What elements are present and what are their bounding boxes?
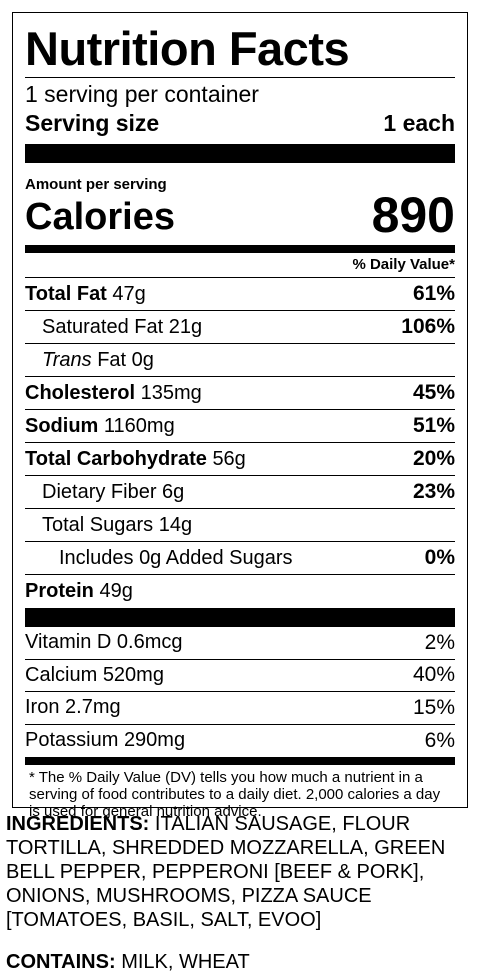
vitamin-amount: 2.7mg	[65, 696, 121, 719]
nutrient-amount: 47g	[112, 282, 146, 305]
nutrient-amount: 56g	[212, 447, 246, 470]
serving-size-row: Serving size 1 each	[25, 108, 455, 138]
vitamin-amount: 290mg	[123, 729, 186, 752]
medium-divider	[25, 245, 455, 253]
nutrient-name: Dietary Fiber	[42, 480, 157, 503]
vitamin-row-iron: Iron 2.7mg 15%	[25, 692, 455, 725]
servings-per-container: 1 serving per container	[25, 81, 259, 107]
nutrient-amount: 0g	[139, 546, 162, 569]
nutrient-dv: 23%	[412, 480, 455, 503]
vitamin-name: Calcium	[25, 663, 98, 686]
nutrition-facts-panel: Nutrition Facts 1 serving per container …	[12, 12, 468, 820]
nutrient-name: Total Carbohydrate	[25, 447, 207, 470]
nutrient-row-dietary-fiber: Dietary Fiber 6g 23%	[25, 476, 455, 509]
nutrient-name: Saturated Fat	[42, 315, 164, 338]
nutrient-amount: 0g	[131, 348, 154, 371]
nutrient-row-saturated-fat: Saturated Fat 21g 106%	[25, 311, 455, 344]
vitamin-name: Vitamin D	[25, 631, 112, 654]
nutrient-row-sodium: Sodium 1160mg 51%	[25, 410, 455, 443]
nutrient-row-trans-fat: Trans Fat 0g	[25, 344, 455, 377]
contains-text: MILK, WHEAT	[121, 951, 250, 973]
nutrient-dv: 0%	[424, 546, 455, 569]
nutrient-name-suffix: Added Sugars	[165, 546, 293, 569]
nutrient-name: Cholesterol	[25, 381, 136, 404]
vitamin-row-potassium: Potassium 290mg 6%	[25, 725, 455, 758]
vitamin-row-vitamin-d: Vitamin D 0.6mcg 2%	[25, 627, 455, 660]
vitamin-amount: 0.6mcg	[116, 631, 183, 654]
nutrient-row-total-sugars: Total Sugars 14g	[25, 509, 455, 542]
nutrient-dv: 61%	[412, 282, 455, 305]
nutrient-amount: 21g	[168, 315, 203, 338]
nutrient-amount: 6g	[162, 480, 185, 503]
serving-size-value: 1 each	[383, 110, 455, 136]
nutrient-name: Total Fat	[25, 282, 107, 305]
thick-divider	[25, 608, 455, 627]
nutrient-amount: 1160mg	[103, 414, 175, 437]
daily-value-header: % Daily Value*	[25, 253, 455, 278]
nutrient-amount: 135mg	[140, 381, 202, 404]
nutrient-row-protein: Protein 49g	[25, 575, 455, 608]
vitamin-dv: 2%	[424, 630, 455, 654]
vitamin-dv: 40%	[412, 663, 455, 687]
ingredients-text: ITALIAN SAUSAGE, FLOUR TORTILLA, SHREDDE…	[6, 813, 446, 931]
calories-row: Calories 890	[25, 187, 455, 243]
vitamin-row-calcium: Calcium 520mg 40%	[25, 660, 455, 692]
nutrient-row-added-sugars: Includes 0g Added Sugars 0%	[25, 542, 455, 575]
vitamin-dv: 6%	[424, 728, 455, 752]
nutrient-row-total-carbohydrate: Total Carbohydrate 56g 20%	[25, 443, 455, 476]
nutrient-dv: 51%	[412, 414, 455, 437]
nutrient-name: Protein	[25, 580, 94, 602]
nutrient-name: Trans	[42, 348, 92, 371]
thick-divider	[25, 144, 455, 163]
vitamin-dv: 15%	[412, 695, 455, 719]
nutrient-dv: 20%	[412, 447, 455, 470]
calories-label: Calories	[25, 196, 175, 238]
nutrient-name: Includes	[59, 546, 134, 569]
nutrient-dv: 106%	[401, 315, 455, 338]
divider	[25, 77, 455, 78]
panel-title: Nutrition Facts	[25, 22, 350, 75]
nutrient-name-suffix: Fat	[97, 348, 127, 371]
ingredients-label: INGREDIENTS:	[6, 813, 150, 835]
nutrient-row-cholesterol: Cholesterol 135mg 45%	[25, 377, 455, 410]
vitamin-name: Iron	[25, 696, 60, 719]
allergen-statement: CONTAINS: MILK, WHEAT	[6, 950, 472, 974]
nutrient-name: Total Sugars	[42, 513, 154, 536]
nutrient-amount: 14g	[158, 513, 193, 536]
contains-label: CONTAINS:	[6, 951, 116, 973]
ingredients-statement: INGREDIENTS: ITALIAN SAUSAGE, FLOUR TORT…	[6, 812, 472, 932]
nutrient-row-total-fat: Total Fat 47g 61%	[25, 278, 455, 311]
nutrient-name: Sodium	[25, 414, 99, 437]
amount-per-serving: Amount per serving	[25, 176, 167, 193]
vitamin-name: Potassium	[25, 729, 119, 752]
medium-divider	[25, 757, 455, 765]
daily-value-footnote: * The % Daily Value (DV) tells you how m…	[29, 769, 441, 820]
nutrient-dv: 45%	[412, 381, 455, 404]
nutrient-amount: 49g	[99, 580, 133, 602]
vitamin-amount: 520mg	[102, 663, 164, 686]
calories-value: 890	[371, 187, 455, 243]
serving-size-label: Serving size	[25, 110, 160, 136]
